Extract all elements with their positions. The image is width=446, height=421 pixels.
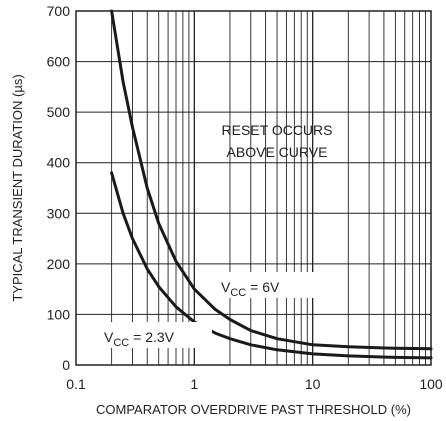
y-tick-label: 600	[47, 54, 71, 70]
series-label-bg-6v	[218, 272, 314, 298]
y-tick-label: 0	[62, 357, 70, 373]
series	[110, 9, 433, 360]
series-label-bg-2v3	[102, 322, 212, 348]
y-tick-label: 100	[47, 306, 71, 322]
annotation-line-2: ABOVE CURVE	[227, 144, 328, 160]
series-label-6v-sub: CC	[230, 287, 246, 299]
y-tick-label: 200	[47, 256, 71, 272]
series-label-2v3-main: V	[104, 329, 114, 345]
annotation-line-1: RESET OCCURS	[222, 122, 333, 138]
series-line-1	[110, 171, 433, 360]
grid	[76, 11, 431, 365]
x-axis-label: COMPARATOR OVERDRIVE PAST THRESHOLD (%)	[96, 402, 411, 417]
y-tick-label: 500	[47, 104, 71, 120]
series-label-6v-value: = 6V	[246, 279, 280, 295]
tick-labels: 0.1 1 10 100 0 100 200 300 400 500 600 700	[47, 3, 443, 392]
y-axis-label: TYPICAL TRANSIENT DURATION (µs)	[10, 74, 25, 301]
plot-frame	[75, 10, 432, 366]
x-tick-label: 0.1	[66, 376, 86, 392]
series-label-2v3: VCC = 2.3V	[104, 329, 175, 349]
y-tick-label: 400	[47, 155, 71, 171]
x-tick-label: 100	[419, 376, 443, 392]
series-label-2v3-value: = 2.3V	[129, 329, 174, 345]
series-label-2v3-sub: CC	[113, 337, 129, 349]
series-label-6v: VCC = 6V	[221, 279, 280, 299]
series-label-6v-main: V	[221, 279, 231, 295]
y-tick-label: 300	[47, 205, 71, 221]
y-tick-label: 700	[47, 3, 71, 19]
series-labels: VCC = 6V VCC = 2.3V	[102, 272, 314, 349]
x-tick-label: 10	[305, 376, 321, 392]
series-line-0	[110, 9, 433, 351]
x-tick-label: 1	[190, 376, 198, 392]
